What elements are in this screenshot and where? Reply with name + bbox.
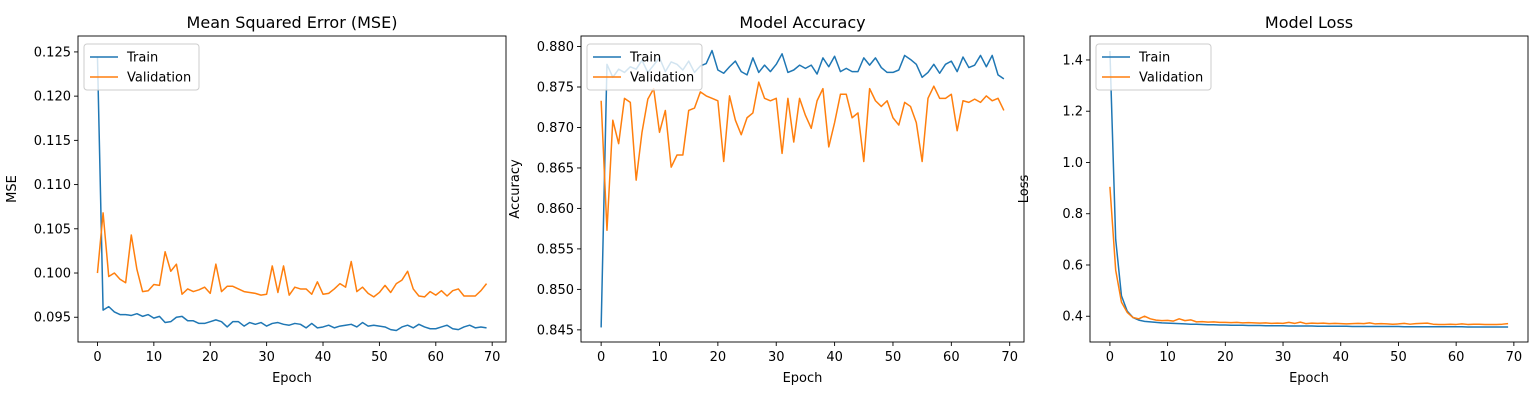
x-tick-label: 10 <box>651 350 668 365</box>
y-tick-label: 0.105 <box>34 222 71 237</box>
y-tick-label: 0.855 <box>537 242 574 257</box>
chart-2: Model Accuracy 0 10 20 30 40 50 60 70 0.845 0.850 0… <box>508 13 1025 386</box>
legend-label-train: Train <box>629 51 661 66</box>
y-tick-label: 0.850 <box>537 283 574 298</box>
x-tick-label: 40 <box>826 350 843 365</box>
x-tick-label: 70 <box>484 350 501 365</box>
y-tick-label: 0.865 <box>537 161 574 176</box>
series-line-validation <box>96 212 488 298</box>
legend-label-train: Train <box>1138 51 1170 66</box>
y-axis-label: MSE <box>5 175 20 203</box>
y-tick-label: 1.4 <box>1062 53 1083 68</box>
x-tick-label: 40 <box>1332 350 1349 365</box>
legend: Train Validation <box>1095 43 1212 91</box>
y-tick-label: 0.095 <box>34 311 71 326</box>
y-axis-label: Accuracy <box>508 159 523 219</box>
y-tick-label: 0.870 <box>537 121 574 136</box>
axes-frame <box>580 35 1025 343</box>
x-tick-label: 30 <box>258 350 275 365</box>
legend-label-train: Train <box>126 51 158 66</box>
y-tick-label: 0.875 <box>537 81 574 96</box>
y-tick-label: 0.115 <box>34 134 71 149</box>
x-tick-label: 0 <box>93 350 101 365</box>
x-tick-label: 50 <box>1390 350 1407 365</box>
chart-3: Model Loss 0 10 20 30 40 50 60 70 0.4 0.6 0.8 1.0 1.2… <box>1017 13 1529 386</box>
x-axis-label: Epoch <box>1289 371 1329 386</box>
series-line-train <box>600 49 1005 328</box>
x-tick-label: 0 <box>1106 350 1114 365</box>
x-tick-label: 10 <box>1159 350 1176 365</box>
y-tick-label: 0.845 <box>537 323 574 338</box>
legend: Train Validation <box>83 43 200 91</box>
y-tick-label: 0.120 <box>34 90 71 105</box>
y-tick-label: 0.100 <box>34 267 71 282</box>
y-tick-label: 0.6 <box>1062 258 1083 273</box>
axes-frame <box>77 35 507 343</box>
x-tick-label: 50 <box>885 350 902 365</box>
legend-label-validation: Validation <box>630 71 694 86</box>
series-line-train <box>96 56 487 332</box>
chart-title: Mean Squared Error (MSE) <box>187 13 398 32</box>
x-tick-label: 30 <box>1275 350 1292 365</box>
legend-label-validation: Validation <box>1139 71 1203 86</box>
x-tick-label: 20 <box>710 350 727 365</box>
x-tick-label: 10 <box>146 350 163 365</box>
x-tick-label: 50 <box>371 350 388 365</box>
legend: Train Validation <box>586 43 703 91</box>
y-tick-label: 0.8 <box>1062 207 1083 222</box>
x-tick-label: 30 <box>768 350 785 365</box>
series-line-validation <box>1109 186 1509 326</box>
y-tick-label: 0.860 <box>537 202 574 217</box>
y-tick-label: 0.125 <box>34 45 71 60</box>
axes-frame <box>1089 35 1529 343</box>
chart-title: Model Accuracy <box>739 13 865 32</box>
legend-box <box>586 43 703 91</box>
x-tick-label: 70 <box>1506 350 1523 365</box>
y-tick-label: 0.4 <box>1062 310 1083 325</box>
series-line-train <box>1109 50 1509 328</box>
x-tick-label: 20 <box>202 350 219 365</box>
x-tick-label: 0 <box>597 350 605 365</box>
legend-box <box>1095 43 1212 91</box>
chart-title: Model Loss <box>1265 13 1353 32</box>
x-tick-label: 20 <box>1217 350 1234 365</box>
x-tick-label: 70 <box>1001 350 1018 365</box>
chart-1: Mean Squared Error (MSE) 0 10 20 30 40 50 60 70 0… <box>5 13 507 386</box>
y-tick-label: 0.110 <box>34 178 71 193</box>
legend-label-validation: Validation <box>127 71 191 86</box>
series-line-validation <box>600 81 1005 232</box>
y-axis-label: Loss <box>1017 175 1032 204</box>
y-tick-label: 0.880 <box>537 40 574 55</box>
y-tick-label: 1.0 <box>1062 156 1083 171</box>
x-axis-label: Epoch <box>272 371 312 386</box>
x-tick-label: 40 <box>315 350 332 365</box>
x-tick-label: 60 <box>943 350 960 365</box>
x-tick-label: 60 <box>1448 350 1465 365</box>
x-tick-label: 60 <box>428 350 445 365</box>
legend-box <box>83 43 200 91</box>
y-tick-label: 1.2 <box>1062 105 1083 120</box>
x-axis-label: Epoch <box>783 371 823 386</box>
